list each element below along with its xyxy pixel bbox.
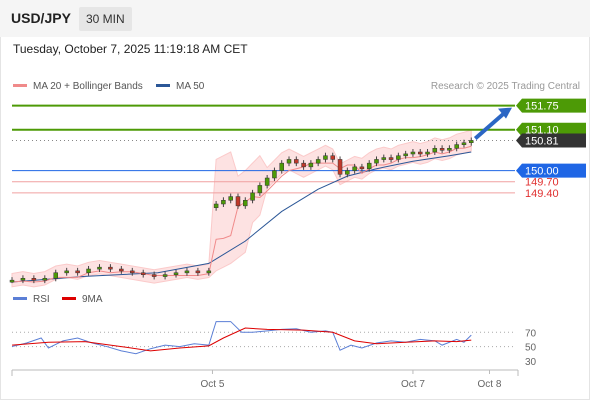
level-tag-3: [516, 163, 586, 178]
bollinger-band-area: [11, 129, 472, 288]
candle: [345, 170, 350, 175]
candle: [20, 278, 26, 281]
candle: [119, 268, 124, 272]
candle: [337, 159, 343, 175]
candle: [294, 159, 299, 164]
candle: [151, 274, 157, 277]
candle: [64, 270, 69, 274]
candle: [374, 159, 379, 164]
x-tick-label-2: Oct 8: [478, 379, 502, 390]
candle: [461, 142, 467, 145]
candle: [381, 157, 387, 160]
level-tag-0: [516, 98, 586, 113]
legend-9ma: 9MA: [62, 294, 103, 305]
interval-button[interactable]: 30 MIN: [79, 7, 132, 31]
candle: [425, 151, 430, 155]
level-label-4: 149.70: [525, 177, 559, 189]
level-tag-1: [516, 122, 586, 137]
legend-rsi-label: RSI: [33, 294, 50, 305]
chart-header: USD/JPY 30 MIN: [0, 0, 590, 37]
research-credit: Research © 2025 Trading Central: [430, 81, 580, 92]
candle: [403, 153, 408, 157]
candle: [206, 270, 212, 274]
level-label-3: 150.00: [525, 166, 559, 178]
candle: [243, 200, 248, 207]
candle: [352, 166, 357, 171]
legend-ma50-label: MA 50: [176, 81, 205, 92]
candle: [228, 196, 233, 201]
candle: [235, 196, 241, 207]
candle: [130, 270, 135, 274]
legend-ma50: MA 50: [156, 81, 204, 92]
candle: [75, 270, 80, 274]
candle: [86, 268, 91, 273]
level-label-2: 150.81: [525, 135, 559, 147]
ma50-line: [11, 151, 472, 283]
candle: [330, 155, 336, 160]
candle: [439, 148, 445, 151]
candle: [272, 170, 277, 179]
level-tag-2: [516, 133, 586, 148]
candle: [366, 162, 372, 169]
level-label-0: 151.75: [525, 101, 559, 113]
candle: [410, 151, 416, 155]
candle: [162, 274, 168, 277]
legend-rsi: RSI: [13, 294, 50, 305]
candle: [213, 203, 219, 208]
candle: [140, 272, 146, 275]
level-label-5: 149.40: [525, 188, 559, 200]
candle: [221, 200, 226, 205]
candle: [447, 148, 452, 151]
candle: [469, 140, 474, 143]
ma50-swatch-icon: [156, 83, 170, 87]
rsi-tick-70: 70: [525, 328, 537, 339]
candle: [279, 162, 284, 171]
candle: [359, 166, 365, 170]
candle: [315, 159, 321, 164]
candle: [97, 266, 102, 270]
candle: [301, 162, 306, 168]
candle: [286, 159, 292, 164]
candle: [264, 177, 270, 186]
candle: [42, 278, 48, 281]
candle: [250, 192, 255, 201]
candle: [417, 151, 423, 155]
forecast-arrow-shaft: [473, 110, 508, 140]
chart-datetime: Tuesday, October 7, 2025 11:19:18 AM CET: [13, 42, 248, 56]
candle: [308, 162, 314, 168]
candle: [257, 185, 263, 194]
x-tick-label-0: Oct 5: [201, 379, 225, 390]
rsi-tick-30: 30: [525, 357, 537, 368]
rsi-tick-50: 50: [525, 343, 537, 354]
candle: [108, 266, 113, 270]
ma9-swatch-icon: [62, 296, 76, 300]
forecast-arrow-head: [498, 107, 512, 119]
candle: [396, 155, 401, 160]
candle: [432, 148, 438, 153]
candle: [53, 272, 58, 279]
ma20-swatch-icon: [13, 83, 27, 87]
symbol-title: USD/JPY: [11, 10, 71, 26]
legend-ma20: MA 20 + Bollinger Bands: [13, 81, 143, 92]
candle: [31, 278, 37, 281]
candle: [173, 272, 179, 275]
rsi-line: [11, 321, 472, 355]
candle: [323, 155, 328, 160]
candle: [9, 279, 15, 283]
candle: [184, 270, 190, 274]
rsi-9ma-line: [11, 327, 472, 352]
x-tick-label-1: Oct 7: [401, 379, 425, 390]
candle: [454, 144, 459, 149]
rsi-swatch-icon: [13, 296, 27, 300]
candle: [388, 157, 394, 160]
candle: [195, 270, 201, 274]
legend-9ma-label: 9MA: [82, 294, 103, 305]
legend-ma20-label: MA 20 + Bollinger Bands: [33, 81, 143, 92]
